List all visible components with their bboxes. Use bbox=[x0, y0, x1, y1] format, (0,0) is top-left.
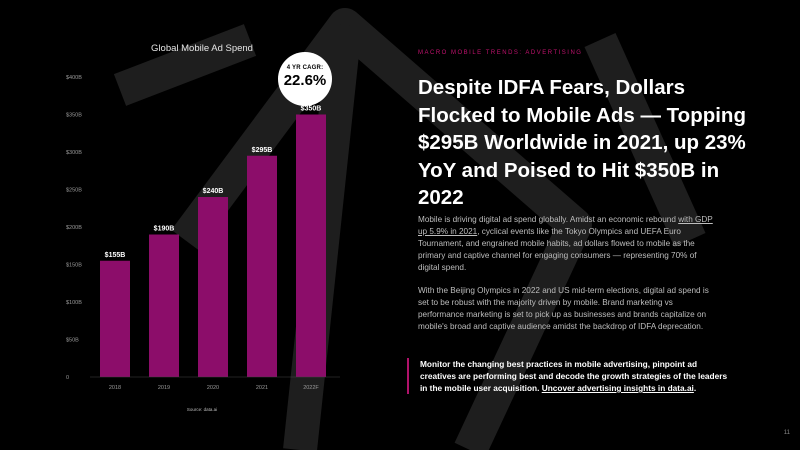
chart-title: Global Mobile Ad Spend bbox=[151, 43, 253, 54]
body-paragraph-2: With the Beijing Olympics in 2022 and US… bbox=[418, 286, 709, 331]
cagr-value: 22.6% bbox=[283, 72, 327, 89]
x-tick-label: 2022F bbox=[303, 385, 319, 391]
y-tick-label: $50B bbox=[66, 338, 79, 344]
data-label: $190B bbox=[154, 226, 175, 233]
advertising-insights-link[interactable]: Uncover advertising insights in data.ai bbox=[541, 383, 694, 393]
data-label: $155B bbox=[105, 252, 126, 259]
bar-2022F bbox=[296, 114, 326, 377]
callout-box: Monitor the changing best practices in m… bbox=[407, 358, 730, 394]
y-tick-label: $250B bbox=[66, 188, 82, 194]
y-tick-label: $400B bbox=[66, 75, 82, 81]
para1-lead: Mobile is driving digital ad spend globa… bbox=[418, 215, 679, 224]
bar-chart: Global Mobile Ad Spend 0 $50B $100B $150B $2… bbox=[66, 43, 340, 412]
y-tick-label: $200B bbox=[66, 225, 82, 231]
data-label: $240B bbox=[203, 188, 224, 195]
y-axis: 0 $50B $100B $150B $200B $250B $300B $350B $400B bbox=[66, 75, 82, 381]
cagr-badge: 4 YR CAGR: 22.6% bbox=[278, 52, 332, 106]
para1-rest: , cyclical events like the Tokyo Olympic… bbox=[418, 227, 697, 272]
y-tick-label: $100B bbox=[66, 300, 82, 306]
data-label: $295B bbox=[252, 147, 273, 154]
x-tick-label: 2020 bbox=[207, 385, 219, 391]
data-label: $350B bbox=[301, 106, 322, 113]
headline: Despite IDFA Fears, Dollars Flocked to M… bbox=[418, 76, 746, 209]
chart-source: Source: data.ai bbox=[187, 407, 217, 412]
y-tick-label: $300B bbox=[66, 150, 82, 156]
bar-2021 bbox=[247, 155, 277, 377]
x-tick-label: 2021 bbox=[256, 385, 268, 391]
bar-2020 bbox=[198, 197, 228, 377]
y-tick-label: 0 bbox=[66, 375, 69, 381]
x-tick-label: 2019 bbox=[158, 385, 170, 391]
x-axis: 2018 2019 2020 2021 2022F bbox=[109, 385, 320, 391]
section-eyebrow: MACRO MOBILE TRENDS: ADVERTISING bbox=[418, 50, 583, 56]
bar-2019 bbox=[149, 234, 179, 377]
bars: $155B $190B $240B $295B $350B bbox=[100, 106, 326, 377]
bar-2018 bbox=[100, 260, 130, 377]
page-number: 11 bbox=[783, 430, 790, 436]
gdp-link[interactable]: with GDP up 5.9% in 2021 bbox=[418, 215, 713, 236]
cagr-label: 4 YR CAGR: bbox=[286, 65, 324, 71]
x-tick-label: 2018 bbox=[109, 385, 121, 391]
y-tick-label: $350B bbox=[66, 113, 82, 119]
y-tick-label: $150B bbox=[66, 263, 82, 269]
body-paragraph-1: Mobile is driving digital ad spend globa… bbox=[418, 214, 718, 274]
callout-end: . bbox=[693, 383, 697, 393]
callout-text: Monitor the changing best practices in m… bbox=[420, 359, 728, 393]
